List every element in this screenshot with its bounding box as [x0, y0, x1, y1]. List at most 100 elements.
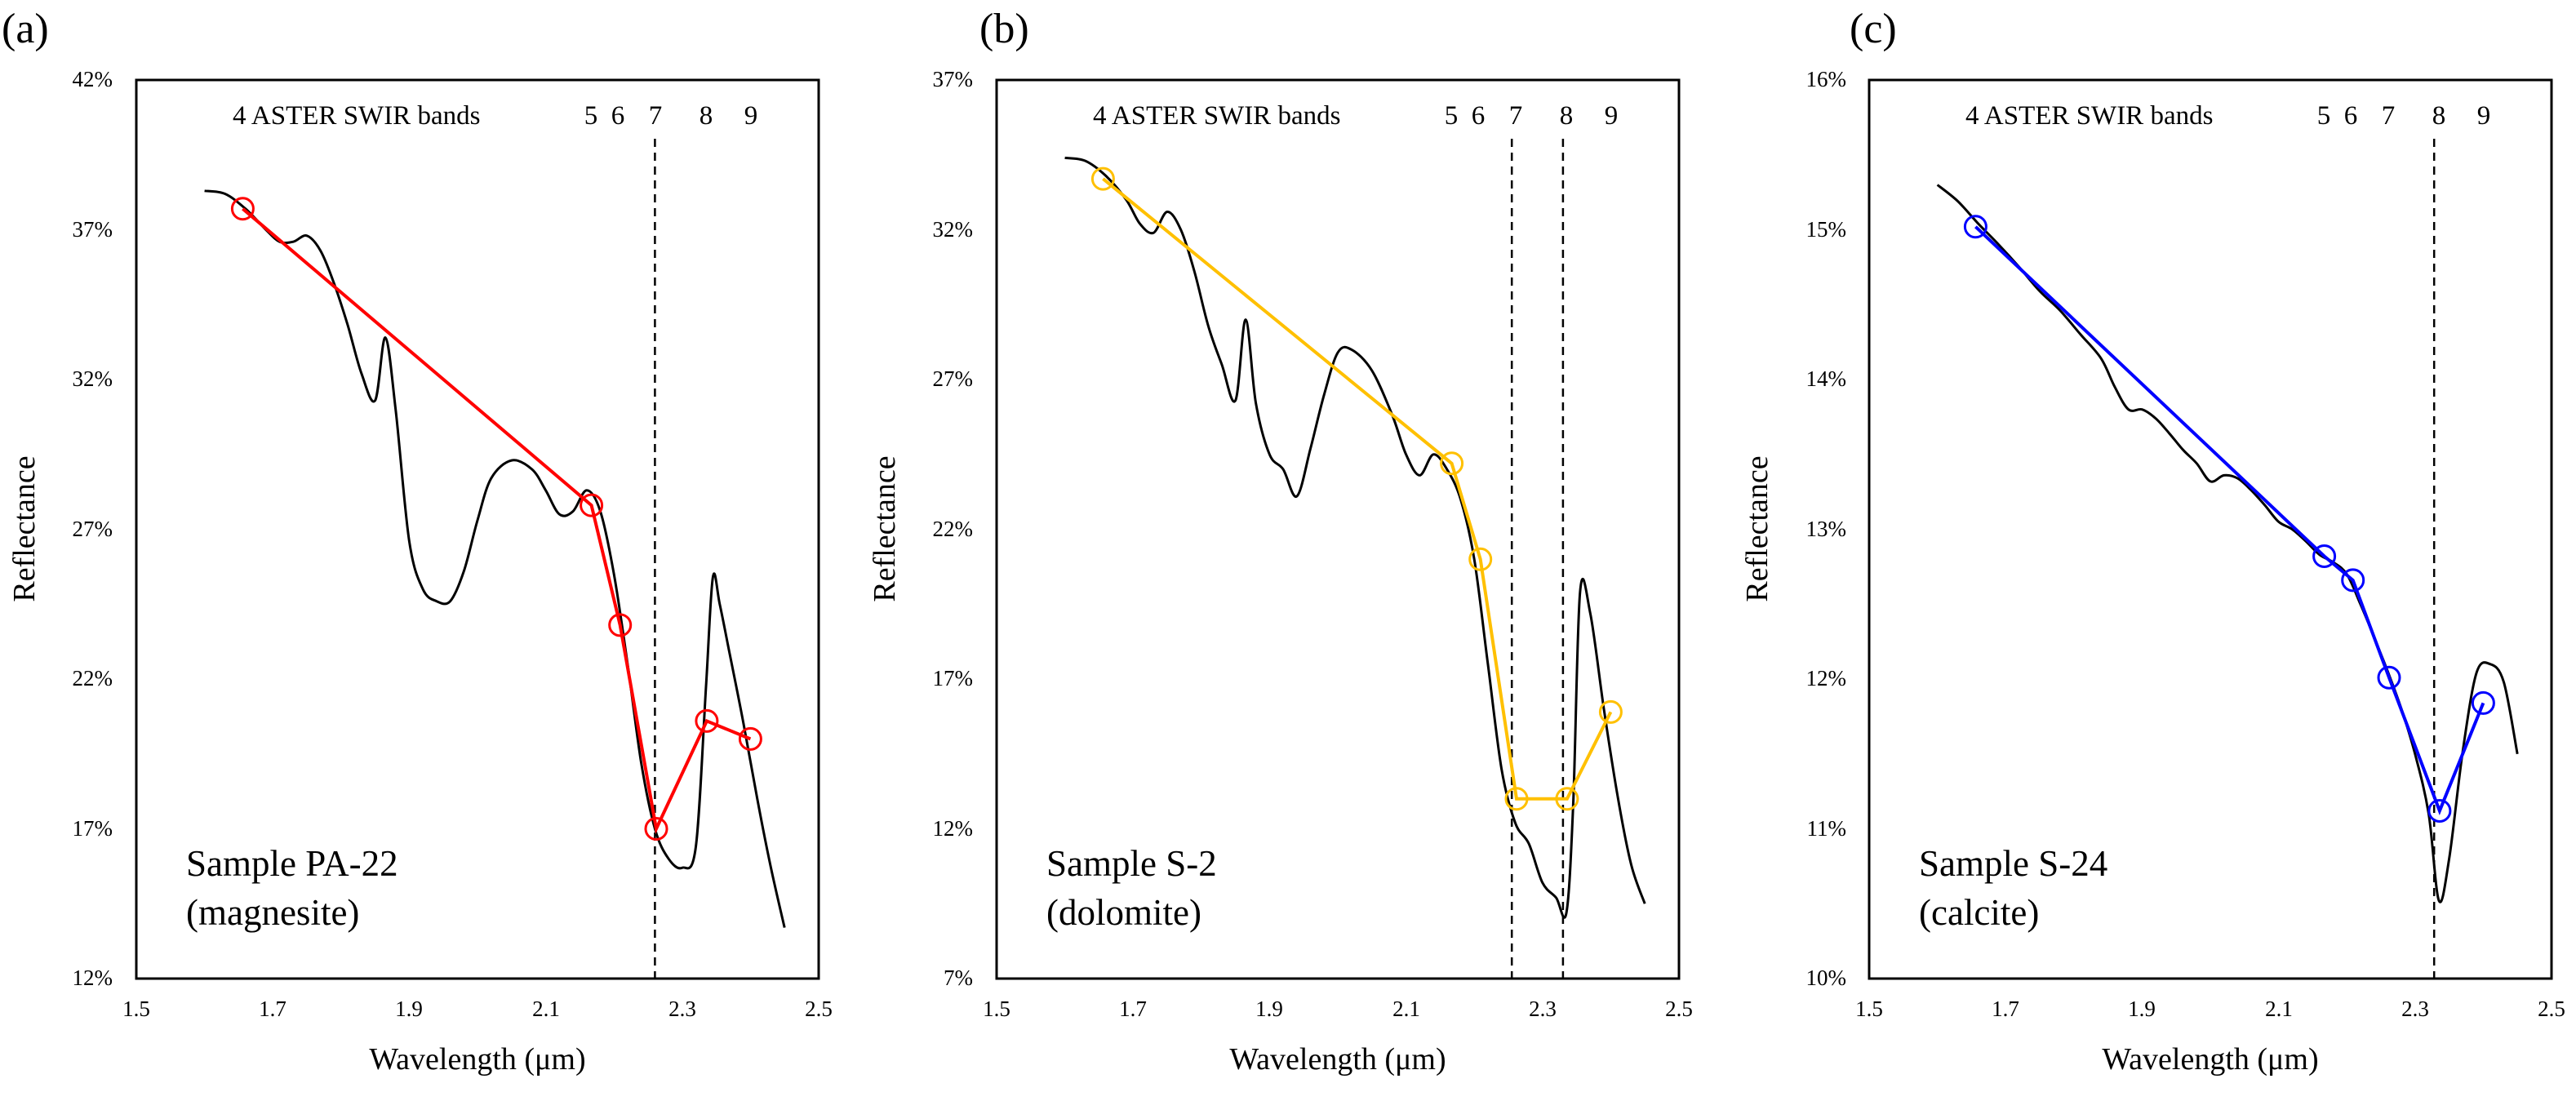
resampled-point — [2312, 544, 2337, 568]
x-tick-label: 2.5 — [2538, 997, 2565, 1021]
band-number: 7 — [649, 101, 663, 131]
resampled-point — [738, 726, 762, 751]
panel-letter: (c) — [1850, 6, 1897, 52]
band-number: 9 — [2477, 101, 2491, 131]
x-tick-label: 1.7 — [1119, 997, 1147, 1021]
spectrum-line — [1936, 184, 2519, 903]
resampled-point — [2471, 690, 2495, 715]
y-tick-label: 22% — [73, 666, 113, 690]
y-tick-label: 12% — [73, 966, 113, 990]
chart-panel-b: (b) 7% 12% 17% 22% 27% 32% 37% 1.5 1.7 1… — [868, 6, 1693, 1077]
band-header: 4 ASTER SWIR bands — [1965, 101, 2213, 131]
band-number: 7 — [1509, 101, 1523, 131]
band-number: 6 — [611, 101, 625, 131]
spectrum-line — [204, 189, 786, 928]
y-tick-group: 7% 12% 17% 22% 27% 32% 37% — [933, 67, 974, 990]
series-group — [1064, 156, 1646, 919]
x-tick-group: 1.5 1.7 1.9 2.1 2.3 2.5 — [983, 997, 1693, 1021]
resampled-point — [1555, 787, 1579, 811]
y-tick-label: 37% — [73, 217, 113, 242]
band-number-group: 5 6 7 8 9 — [2317, 101, 2491, 131]
y-tick-label: 27% — [73, 517, 113, 541]
x-axis-title: Wavelength (μm) — [2102, 1042, 2318, 1077]
x-tick-label: 1.9 — [1255, 997, 1283, 1021]
resampled-point — [1504, 787, 1529, 811]
sample-name: Sample PA-22 — [186, 843, 398, 884]
resampled-point — [580, 493, 604, 517]
resampled-line — [1102, 177, 1613, 801]
y-tick-label: 42% — [73, 67, 113, 91]
resampled-point — [1090, 166, 1115, 191]
y-tick-label: 12% — [933, 816, 974, 841]
resampled-point — [695, 708, 719, 733]
band-number: 6 — [1472, 101, 1486, 131]
y-tick-label: 7% — [944, 966, 973, 990]
y-tick-label: 14% — [1806, 366, 1847, 391]
band-number: 8 — [1560, 101, 1574, 131]
series-group — [1936, 184, 2519, 903]
y-tick-label: 16% — [1806, 67, 1847, 91]
x-tick-label: 2.3 — [1529, 997, 1557, 1021]
band-number-group: 5 6 7 8 9 — [584, 101, 758, 131]
x-tick-group: 1.5 1.7 1.9 2.1 2.3 2.5 — [122, 997, 833, 1021]
band-number: 5 — [2317, 101, 2331, 131]
y-tick-group: 12% 17% 22% 27% 32% 37% 42% — [73, 67, 113, 990]
y-tick-label: 13% — [1806, 517, 1847, 541]
y-tick-label: 22% — [933, 517, 974, 541]
x-tick-label: 1.5 — [983, 997, 1010, 1021]
x-tick-label: 1.5 — [122, 997, 150, 1021]
x-axis-title: Wavelength (μm) — [369, 1042, 585, 1077]
band-number: 5 — [1445, 101, 1459, 131]
x-tick-label: 2.1 — [532, 997, 560, 1021]
band-number: 8 — [700, 101, 713, 131]
chart-panel-c: (c) 10% 11% 12% 13% 14% 15% 16% 1.5 1.7 … — [1740, 6, 2565, 1077]
x-tick-group: 1.5 1.7 1.9 2.1 2.3 2.5 — [1855, 997, 2565, 1021]
panel-letter: (b) — [979, 6, 1029, 52]
y-tick-label: 17% — [73, 816, 113, 841]
x-tick-label: 2.5 — [1665, 997, 1693, 1021]
band-number: 8 — [2432, 101, 2446, 131]
y-tick-label: 32% — [933, 217, 974, 242]
y-tick-label: 17% — [933, 666, 974, 690]
plot-frame — [135, 78, 820, 980]
y-tick-label: 11% — [1807, 816, 1847, 841]
y-tick-label: 37% — [933, 67, 974, 91]
x-tick-label: 1.7 — [259, 997, 286, 1021]
y-tick-label: 12% — [1806, 666, 1847, 690]
sample-name: Sample S-24 — [1919, 843, 2107, 884]
band-number: 9 — [1605, 101, 1619, 131]
resampled-point — [1468, 547, 1493, 571]
band-number-group: 5 6 7 8 9 — [1445, 101, 1619, 131]
band-number: 9 — [744, 101, 758, 131]
panel-letter: (a) — [2, 6, 49, 52]
band-header: 4 ASTER SWIR bands — [1093, 101, 1340, 131]
plot-frame — [1868, 78, 2553, 980]
resampled-point — [1963, 215, 1988, 239]
y-axis-title: Reflectance — [1740, 455, 1774, 602]
band-number: 7 — [2382, 101, 2396, 131]
resampled-point — [1598, 699, 1623, 724]
resampled-line — [1974, 225, 2485, 815]
mineral-name: (dolomite) — [1046, 892, 1201, 933]
mineral-name: (calcite) — [1919, 892, 2039, 933]
y-tick-label: 10% — [1806, 966, 1847, 990]
band-center-lines — [1510, 139, 1565, 979]
x-tick-label: 1.9 — [395, 997, 423, 1021]
plot-frame — [995, 78, 1681, 980]
y-tick-label: 27% — [933, 366, 974, 391]
x-tick-label: 1.9 — [2128, 997, 2156, 1021]
resampled-point — [2341, 568, 2365, 593]
series-group — [204, 189, 786, 928]
band-number: 5 — [584, 101, 598, 131]
band-header: 4 ASTER SWIR bands — [233, 101, 480, 131]
resampled-line — [242, 207, 752, 835]
y-tick-label: 15% — [1806, 217, 1847, 242]
x-tick-label: 2.3 — [668, 997, 696, 1021]
resampled-point — [644, 817, 668, 841]
chart-panel-a: (a) 12% 17% 22% 27% 32% 37% 42% 1.5 1.7 … — [2, 6, 833, 1077]
resampled-point — [2427, 799, 2452, 823]
sample-name: Sample S-2 — [1046, 843, 1217, 884]
x-tick-label: 1.5 — [1855, 997, 1883, 1021]
mineral-name: (magnesite) — [186, 892, 359, 933]
